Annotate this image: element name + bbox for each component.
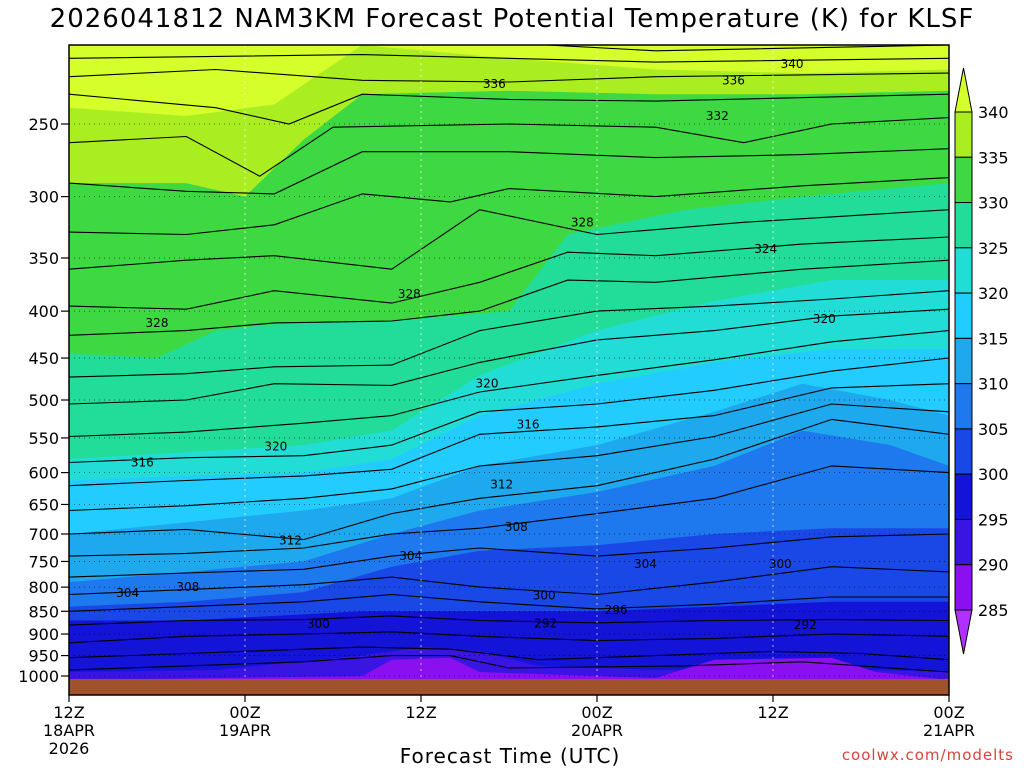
colorbar-label: 325 (978, 239, 1009, 258)
colorbar-segment (954, 473, 973, 520)
contour-label: 304 (399, 549, 422, 563)
contour-label: 324 (754, 242, 777, 256)
colorbar-bottom-arrow (954, 609, 973, 655)
y-axis-ticks: 250 300 350 400 450 500 550 600 650 700 750 800 850 9… (18, 115, 69, 686)
contour-label: 308 (176, 580, 199, 594)
colorbar-label: 330 (978, 194, 1009, 213)
ground-surface (69, 679, 949, 695)
contour-label: 320 (264, 440, 287, 454)
colorbar-label: 290 (978, 556, 1009, 575)
contour-label: 312 (490, 477, 513, 491)
colorbar-segment (954, 337, 973, 385)
contour-label: 300 (307, 617, 330, 631)
contour-label: 292 (794, 618, 817, 632)
y-tick-label: 450 (28, 349, 59, 368)
contour-label: 320 (476, 377, 499, 391)
colorbar-label: 340 (978, 103, 1009, 122)
credit-text: coolwx.com/modelts (841, 746, 1014, 764)
x-tick-label: 12Z (757, 703, 788, 722)
y-tick-label: 950 (28, 647, 59, 666)
contour-lines (69, 45, 949, 673)
contour-label: 332 (706, 109, 729, 123)
colorbar-segment (954, 202, 973, 249)
x-tick-date: 21APR (923, 721, 975, 740)
x-tick-date: 20APR (571, 721, 623, 740)
y-tick-label: 800 (28, 578, 59, 597)
x-axis-label: Forecast Time (UTC) (399, 744, 621, 768)
plot-frame (68, 44, 950, 696)
x-tick-label: 00Z (229, 703, 260, 722)
contour-label: 328 (398, 287, 421, 301)
y-tick-label: 700 (28, 525, 59, 544)
contour-label: 300 (533, 589, 556, 603)
contour-label: 340 (781, 57, 804, 71)
contour-label: 296 (605, 603, 628, 617)
colorbar-top-arrow (954, 67, 973, 113)
contour-label: 336 (722, 73, 745, 87)
y-tick-label: 900 (28, 625, 59, 644)
y-tick-label: 600 (28, 464, 59, 483)
y-tick-label: 300 (28, 188, 59, 207)
colorbar-label: 300 (978, 465, 1009, 484)
contour-label: 300 (769, 557, 792, 571)
y-tick-label: 400 (28, 302, 59, 321)
x-tick-date: 18APR (43, 721, 95, 740)
x-tick-date: 19APR (219, 721, 271, 740)
contour-label: 304 (116, 586, 139, 600)
colorbar-label: 320 (978, 284, 1009, 303)
y-tick-label: 350 (28, 249, 59, 268)
y-tick-label: 550 (28, 429, 59, 448)
contour-label: 316 (517, 418, 540, 432)
contour-labels: 340 336 336 332 328 324 328 328 320 320 316 320 316 3… (116, 57, 836, 632)
colorbar-segment (954, 383, 973, 430)
colorbar-label: 310 (978, 375, 1009, 394)
colorbar-label: 295 (978, 510, 1009, 529)
potential-temperature-fill (69, 45, 949, 679)
y-tick-label: 850 (28, 602, 59, 621)
colorbar-segment (954, 428, 973, 475)
colorbar-label: 315 (978, 329, 1009, 348)
colorbar-segment (954, 564, 973, 611)
contour-label: 320 (813, 312, 836, 326)
x-tick-label: 00Z (581, 703, 612, 722)
y-tick-label: 250 (28, 115, 59, 134)
x-tick-label: 00Z (933, 703, 964, 722)
y-tick-label: 650 (28, 495, 59, 514)
contour-label: 304 (634, 557, 657, 571)
colorbar-segment (954, 292, 973, 339)
y-tick-label: 500 (28, 391, 59, 410)
colorbar-label: 335 (978, 148, 1009, 167)
contour-label: 316 (131, 456, 154, 470)
colorbar-segment (954, 247, 973, 294)
colorbar-label: 305 (978, 420, 1009, 439)
contour-label: 312 (279, 534, 302, 548)
y-tick-label: 1000 (18, 667, 59, 686)
contour-label: 328 (146, 316, 169, 330)
colorbar-label: 285 (978, 601, 1009, 620)
contour-label: 328 (571, 215, 594, 229)
x-tick-label: 12Z (53, 703, 84, 722)
colorbar-segment (954, 518, 973, 566)
chart-title: 2026041812 NAM3KM Forecast Potential Tem… (49, 4, 975, 34)
colorbar-segment (954, 156, 973, 204)
y-tick-label: 750 (28, 552, 59, 571)
colorbar: 340 335 330 325 320 315 310 305 300 295 290 285 (954, 67, 1009, 655)
contour-label: 308 (505, 520, 528, 534)
contour-label: 292 (534, 617, 557, 631)
x-tick-year: 2026 (49, 739, 90, 758)
colorbar-segment (954, 111, 973, 158)
contour-label: 336 (483, 77, 506, 91)
x-tick-label: 12Z (405, 703, 436, 722)
